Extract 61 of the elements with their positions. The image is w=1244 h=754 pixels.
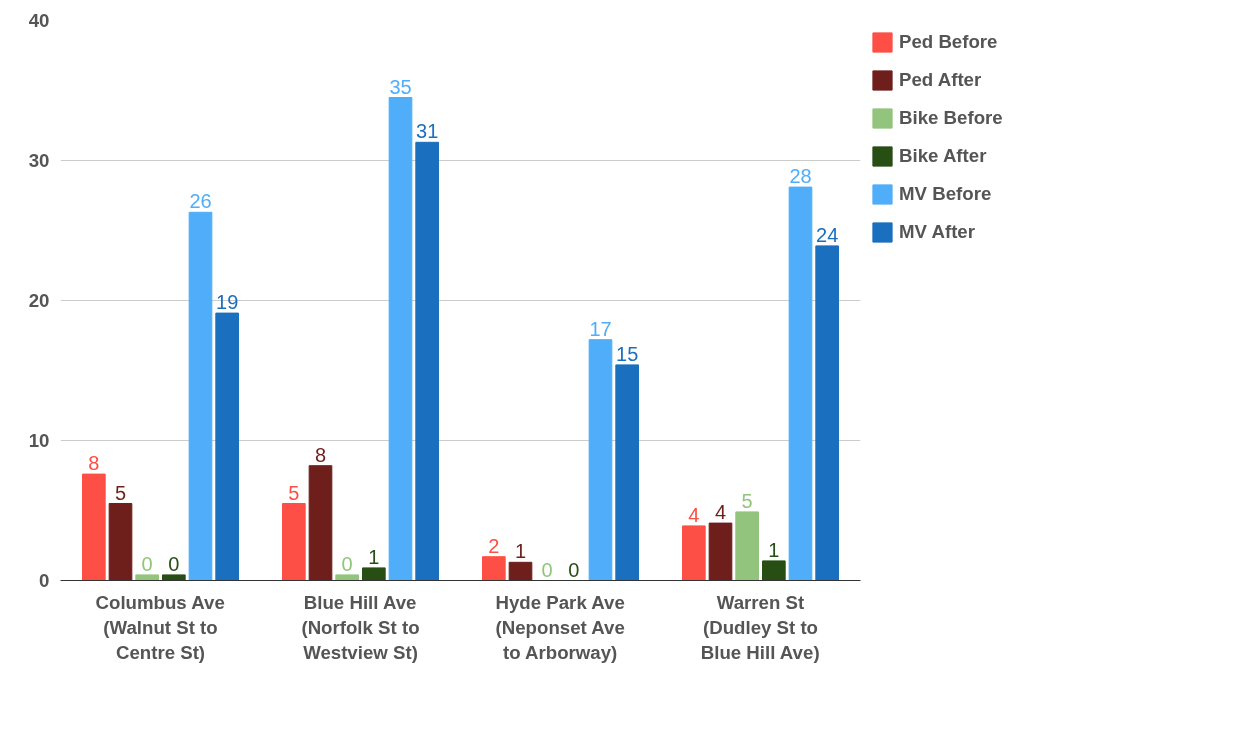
x-tick-label: Warren St (Dudley St to Blue Hill Ave) [700, 591, 820, 663]
bar [282, 503, 306, 581]
legend-label: MV After [899, 221, 976, 243]
bar [708, 522, 733, 581]
data-label: 2 [488, 534, 500, 557]
y-tick-label: 30 [28, 150, 50, 171]
bar [508, 561, 533, 581]
data-label: 28 [789, 165, 812, 188]
data-label: 8 [88, 452, 100, 475]
bar [215, 312, 239, 581]
bar [682, 525, 706, 581]
x-tick-label: Blue Hill Ave (Norfolk St to Westview St) [301, 591, 420, 663]
bar [415, 141, 439, 581]
data-label: 19 [216, 291, 239, 314]
data-label: 4 [688, 503, 700, 526]
data-label: 0 [141, 552, 153, 575]
data-label: 5 [741, 489, 753, 512]
legend-label: Ped Before [899, 31, 998, 53]
bar [588, 339, 613, 581]
data-label: 1 [368, 545, 380, 568]
data-label: 26 [189, 190, 212, 213]
data-label: 15 [616, 342, 639, 365]
y-tick-label: 0 [39, 570, 50, 591]
legend-label: Ped After [899, 69, 982, 91]
bar [108, 503, 133, 581]
bar [762, 560, 786, 581]
bar [162, 574, 186, 581]
bar [735, 511, 759, 581]
bar [388, 97, 413, 581]
legend-label: MV Before [899, 183, 992, 205]
data-label: 1 [514, 540, 527, 563]
data-label: 5 [288, 481, 300, 504]
bar [815, 245, 839, 581]
bar [82, 473, 106, 581]
data-label: 17 [589, 317, 612, 340]
data-label: 24 [816, 223, 839, 246]
bar [482, 556, 506, 581]
legend-label: Bike Before [899, 107, 1003, 129]
bar [335, 574, 359, 581]
x-tick-label: Hyde Park Ave (Neponset Ave to Arborway) [495, 591, 625, 663]
data-label: 35 [389, 75, 412, 98]
y-tick-label: 40 [28, 10, 50, 31]
bar [135, 574, 159, 581]
x-tick-label: Columbus Ave (Walnut St to Centre St) [95, 591, 225, 663]
data-label: 0 [568, 558, 580, 581]
bar [788, 186, 813, 581]
data-label: 1 [768, 538, 780, 561]
data-label: 4 [714, 501, 727, 524]
bar [362, 567, 386, 581]
data-label: 0 [168, 552, 180, 575]
data-label: 31 [416, 120, 439, 143]
data-label: 5 [114, 481, 127, 504]
bar [308, 465, 333, 581]
y-tick-label: 20 [28, 290, 50, 311]
legend-label: Bike After [899, 145, 987, 167]
bar [615, 364, 639, 581]
bar [188, 211, 213, 581]
data-label: 0 [541, 558, 553, 581]
data-label: 8 [314, 443, 327, 466]
y-tick-label: 10 [28, 430, 50, 451]
data-label: 0 [341, 552, 353, 575]
